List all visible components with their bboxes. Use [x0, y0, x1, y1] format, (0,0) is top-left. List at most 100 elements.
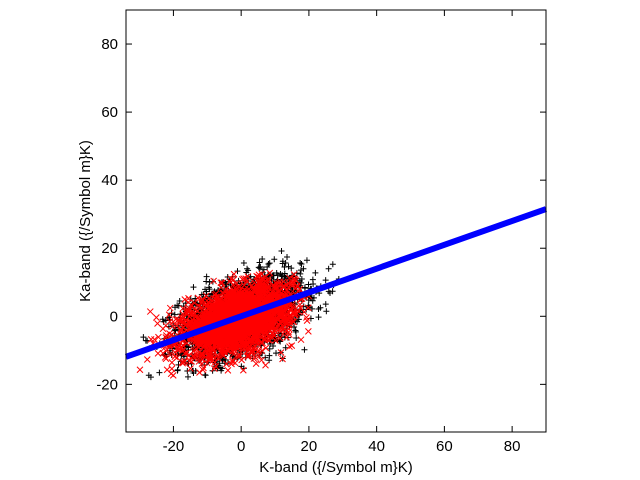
data-point-cross: [280, 316, 288, 324]
data-point-cross: [273, 291, 281, 298]
data-point-plus: [190, 284, 197, 291]
data-point-cross: [266, 269, 274, 277]
data-point-plus: [292, 328, 299, 335]
data-point-cross: [147, 336, 155, 343]
data-point-plus: [284, 254, 291, 261]
data-point-cross: [197, 303, 205, 311]
data-point-cross: [174, 316, 182, 324]
data-point-cross: [207, 316, 215, 324]
data-point-cross: [201, 341, 209, 349]
data-point-plus: [322, 301, 329, 308]
data-point-plus: [176, 298, 183, 305]
data-point-cross: [181, 349, 189, 357]
data-point-plus: [312, 269, 319, 276]
data-point-cross: [238, 294, 246, 301]
data-point-cross: [249, 286, 257, 294]
data-point-cross: [230, 276, 237, 284]
data-point-plus: [310, 280, 317, 287]
data-point-cross: [169, 322, 177, 330]
data-point-cross: [169, 372, 177, 379]
data-point-cross: [285, 313, 293, 320]
data-point-cross: [217, 340, 225, 347]
data-point-cross: [269, 330, 277, 337]
data-point-cross: [216, 298, 224, 306]
data-point-cross: [239, 366, 247, 374]
data-point-cross: [277, 349, 285, 356]
data-point-plus: [244, 265, 251, 272]
fit-line-layer: [125, 206, 547, 360]
data-point-cross: [166, 304, 174, 312]
data-point-cross: [263, 331, 271, 338]
data-point-plus: [273, 350, 280, 357]
data-point-plus: [168, 310, 175, 317]
data-point-cross: [228, 305, 235, 313]
data-point-cross: [146, 308, 154, 315]
data-point-cross: [253, 272, 260, 280]
data-point-cross: [247, 298, 255, 305]
data-point-cross: [178, 314, 186, 321]
data-point-cross: [257, 318, 265, 326]
data-point-plus: [293, 335, 300, 342]
data-point-cross: [249, 316, 257, 323]
data-point-plus: [205, 284, 212, 291]
data-point-cross: [162, 332, 170, 339]
data-point-cross: [256, 313, 264, 321]
data-point-cross: [231, 359, 239, 367]
data-point-cross: [224, 367, 232, 374]
data-point-cross: [255, 285, 262, 293]
data-point-cross: [168, 365, 176, 373]
data-point-plus: [301, 285, 308, 292]
data-point-cross: [271, 311, 278, 319]
data-point-cross: [178, 359, 186, 366]
data-point-cross: [240, 340, 247, 348]
data-point-cross: [213, 352, 221, 359]
data-point-cross: [243, 277, 251, 285]
data-point-cross: [276, 287, 284, 295]
data-point-plus: [203, 273, 210, 280]
data-point-cross: [208, 300, 215, 308]
data-point-plus: [140, 334, 147, 341]
data-point-cross: [257, 327, 265, 335]
data-point-cross: [235, 284, 243, 291]
data-point-plus: [325, 265, 332, 272]
data-point-cross: [272, 325, 280, 333]
data-point-plus: [301, 346, 308, 353]
data-point-cross: [188, 323, 196, 331]
data-point-cross: [240, 275, 247, 283]
x-tick-label: 20: [301, 438, 318, 455]
data-point-cross: [183, 339, 191, 347]
data-point-plus: [257, 263, 264, 270]
data-point-cross: [165, 311, 173, 319]
data-point-cross: [265, 275, 272, 283]
data-point-cross: [258, 299, 265, 307]
data-point-plus: [145, 372, 152, 379]
data-point-cross: [247, 336, 255, 343]
data-point-cross: [136, 366, 144, 374]
data-point-cross: [194, 340, 201, 348]
data-point-cross: [258, 347, 266, 355]
data-point-cross: [222, 335, 230, 342]
data-point-cross: [205, 295, 213, 303]
data-point-plus: [240, 260, 247, 266]
data-point-cross: [277, 324, 285, 332]
data-point-cross: [286, 274, 293, 282]
data-point-cross: [199, 314, 207, 321]
data-point-cross: [255, 352, 263, 360]
data-point-cross: [263, 316, 271, 324]
data-point-cross: [271, 282, 278, 290]
data-point-cross: [223, 360, 230, 368]
data-point-cross: [168, 331, 176, 339]
data-point-cross: [189, 316, 196, 324]
data-point-cross: [254, 292, 262, 300]
data-point-plus: [259, 256, 266, 263]
data-point-cross: [235, 319, 243, 327]
data-point-plus: [266, 260, 273, 267]
data-point-plus: [291, 324, 298, 331]
data-point-cross: [238, 296, 246, 304]
data-point-cross: [262, 288, 270, 296]
data-point-cross: [249, 284, 257, 292]
data-point-plus: [172, 304, 179, 311]
x-tick-label: 0: [237, 438, 245, 455]
data-point-cross: [255, 278, 263, 286]
